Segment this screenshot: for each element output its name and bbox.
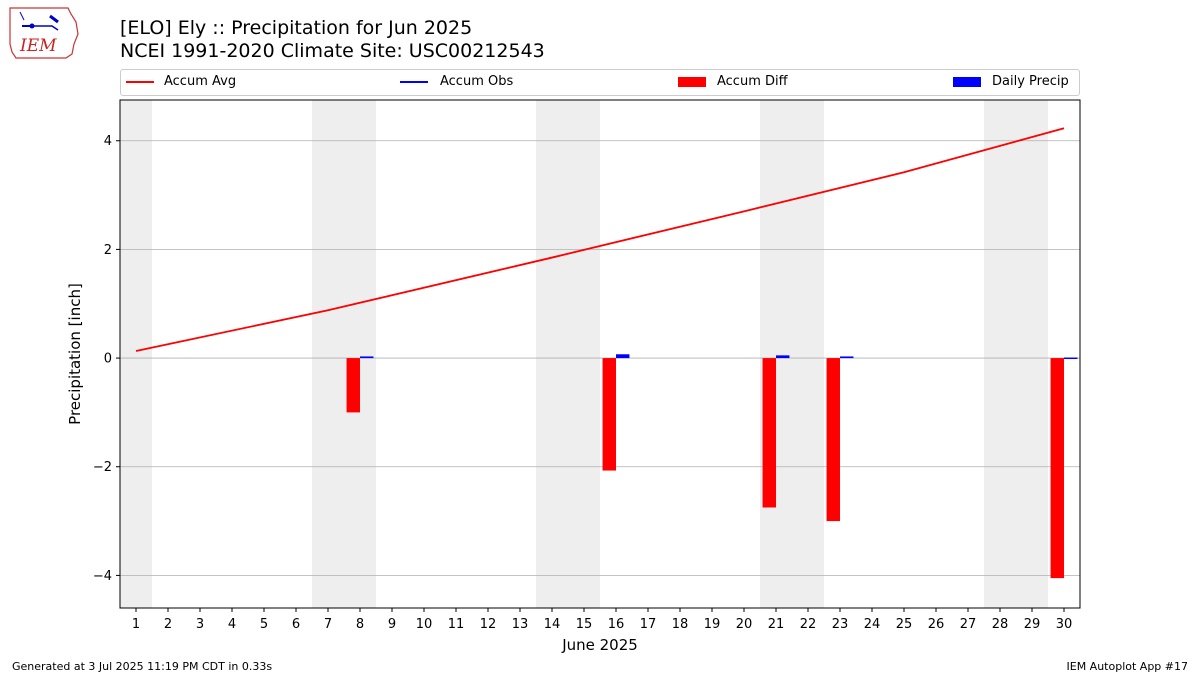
x-tick-label: 23 — [832, 617, 849, 632]
x-tick-label: 11 — [448, 617, 465, 632]
x-tick-label: 10 — [416, 617, 433, 632]
x-tick-label: 3 — [196, 617, 204, 632]
plot-frame — [119, 99, 1081, 609]
x-tick-label: 4 — [228, 617, 236, 632]
x-tick-label: 7 — [324, 617, 332, 632]
x-tick-label: 21 — [768, 617, 785, 632]
daily-precip-bar-day-16 — [616, 354, 630, 359]
y-axis-label: Precipitation [inch] — [66, 283, 84, 425]
x-tick-label: 19 — [704, 617, 721, 632]
x-tick-label: 13 — [512, 617, 529, 632]
x-tick-label: 20 — [736, 617, 753, 632]
y-tick-label: 4 — [104, 134, 112, 149]
x-tick-label: 25 — [896, 617, 913, 632]
footer-generated-text: Generated at 3 Jul 2025 11:19 PM CDT in … — [12, 660, 273, 673]
x-tick-label: 14 — [544, 617, 561, 632]
x-tick-label: 5 — [260, 617, 268, 632]
x-axis-label: June 2025 — [561, 636, 638, 654]
accum-diff-bar-day-16 — [602, 358, 616, 471]
legend-swatch-accum-diff — [678, 77, 706, 87]
weekend-band — [312, 100, 376, 608]
legend-swatch-daily-precip — [953, 77, 981, 87]
accum-avg-line — [135, 127, 1065, 352]
legend-swatch-accum-avg — [126, 81, 154, 83]
legend-label-accum-avg: Accum Avg — [164, 74, 237, 89]
daily-precip-bar-day-23 — [840, 356, 854, 359]
daily-precip-bar-day-21 — [776, 355, 790, 359]
weekend-band — [120, 100, 152, 608]
chart-title: [ELO] Ely :: Precipitation for Jun 2025 — [120, 17, 473, 39]
x-tick-label: 2 — [164, 617, 172, 632]
legend-label-daily-precip: Daily Precip — [992, 74, 1069, 89]
x-tick-label: 22 — [800, 617, 817, 632]
accum-diff-bar-day-21 — [762, 358, 776, 508]
weekend-band — [536, 100, 600, 608]
x-tick-label: 29 — [1024, 617, 1041, 632]
daily-precip-bar-day-8 — [360, 356, 374, 359]
legend-label-accum-obs: Accum Obs — [440, 74, 514, 89]
x-tick-label: 24 — [864, 617, 881, 632]
y-tick-label: 2 — [104, 243, 112, 258]
accum-diff-bar-day-30 — [1050, 358, 1064, 579]
iem-logo: IEM — [6, 4, 82, 60]
x-tick-label: 17 — [640, 617, 657, 632]
x-tick-label: 28 — [992, 617, 1009, 632]
x-tick-label: 6 — [292, 617, 300, 632]
weekend-band — [984, 100, 1048, 608]
footer-app-text: IEM Autoplot App #17 — [1066, 660, 1189, 673]
x-tick-label: 30 — [1056, 617, 1073, 632]
legend-swatch-accum-obs — [400, 81, 428, 83]
accum-diff-bar-day-23 — [826, 358, 840, 522]
x-tick-label: 26 — [928, 617, 945, 632]
x-tick-label: 18 — [672, 617, 689, 632]
accum-diff-bar-day-8 — [346, 358, 360, 413]
x-tick-label: 15 — [576, 617, 593, 632]
x-tick-label: 8 — [356, 617, 364, 632]
y-tick-label: 0 — [104, 352, 112, 367]
legend: Accum Avg Accum Obs Accum Diff Daily Pre… — [120, 69, 1080, 96]
daily-precip-bar-day-30 — [1064, 357, 1078, 360]
x-tick-label: 1 — [132, 617, 140, 632]
x-tick-label: 16 — [608, 617, 625, 632]
x-tick-label: 12 — [480, 617, 497, 632]
chart-subtitle: NCEI 1991-2020 Climate Site: USC00212543 — [120, 40, 545, 62]
logo-text: IEM — [19, 36, 57, 56]
legend-label-accum-diff: Accum Diff — [717, 74, 788, 89]
iem-logo-icon: IEM — [9, 7, 79, 59]
x-tick-label: 9 — [388, 617, 396, 632]
weekend-band — [760, 100, 824, 608]
y-tick-label: −2 — [93, 460, 112, 475]
x-tick-label: 27 — [960, 617, 977, 632]
y-tick-label: −4 — [93, 569, 112, 584]
